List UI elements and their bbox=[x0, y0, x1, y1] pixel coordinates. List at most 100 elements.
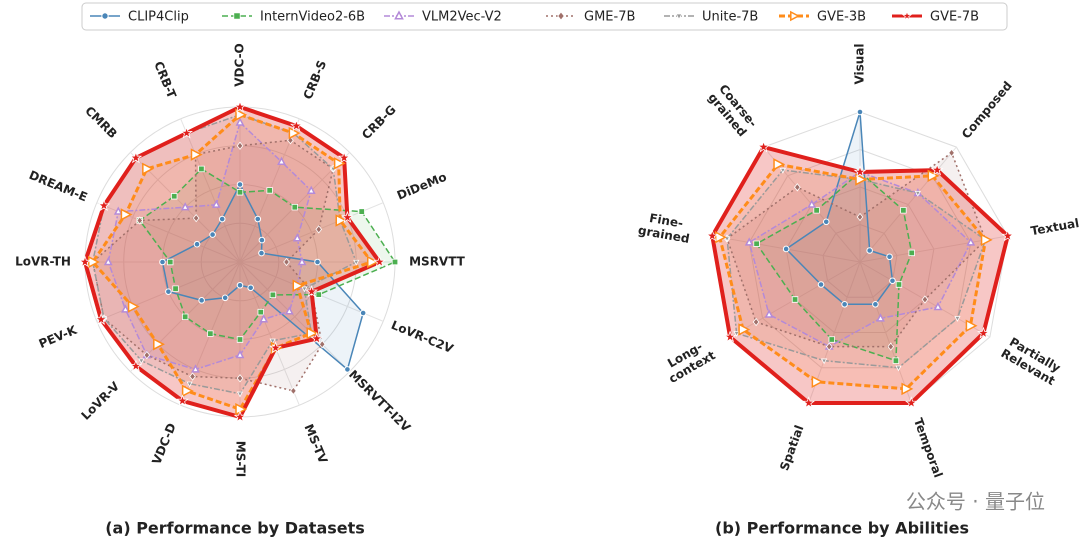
marker bbox=[120, 208, 133, 221]
legend-label: VLM2Vec-V2 bbox=[422, 10, 502, 25]
marker bbox=[791, 296, 799, 303]
marker bbox=[914, 190, 921, 197]
category-label: Temporal bbox=[911, 416, 945, 479]
marker bbox=[257, 308, 264, 316]
series-area bbox=[786, 112, 893, 305]
category-label: Coarse-grained bbox=[706, 81, 761, 139]
marker bbox=[977, 326, 990, 339]
series-layer bbox=[83, 105, 396, 419]
category-label: DREAM-E bbox=[27, 168, 89, 205]
marker bbox=[904, 396, 918, 409]
marker bbox=[94, 312, 108, 325]
series-line bbox=[91, 113, 374, 411]
category-label: LoVR-V bbox=[78, 379, 122, 423]
marker bbox=[333, 157, 346, 170]
marker bbox=[191, 364, 200, 373]
marker bbox=[301, 286, 308, 293]
marker bbox=[856, 108, 864, 116]
legend-label: Unite-7B bbox=[702, 10, 758, 25]
marker bbox=[306, 326, 319, 340]
series-layer bbox=[710, 111, 1010, 405]
marker bbox=[235, 349, 245, 359]
series-area bbox=[727, 170, 986, 368]
chart-title: (a) Performance by Datasets bbox=[105, 519, 365, 538]
marker bbox=[198, 165, 205, 173]
series-line bbox=[755, 171, 913, 362]
marker bbox=[233, 100, 247, 113]
marker bbox=[841, 300, 848, 308]
marker bbox=[752, 317, 760, 327]
marker bbox=[367, 255, 379, 269]
marker bbox=[790, 10, 801, 22]
marker bbox=[927, 169, 940, 183]
marker bbox=[88, 255, 100, 269]
series-area bbox=[749, 172, 971, 347]
marker bbox=[153, 337, 165, 351]
marker bbox=[391, 258, 399, 266]
marker bbox=[121, 304, 130, 313]
marker bbox=[288, 126, 301, 140]
marker bbox=[310, 332, 324, 345]
marker bbox=[557, 11, 565, 21]
marker bbox=[233, 410, 247, 423]
legend-label: GVE-7B bbox=[930, 10, 979, 25]
marker bbox=[921, 295, 929, 304]
marker bbox=[247, 284, 254, 292]
category-label: Spatial bbox=[777, 423, 806, 472]
marker bbox=[176, 394, 189, 407]
marker bbox=[901, 382, 914, 396]
marker bbox=[337, 151, 351, 164]
marker bbox=[165, 288, 172, 295]
marker bbox=[817, 281, 825, 288]
marker bbox=[101, 12, 109, 20]
marker bbox=[277, 156, 286, 165]
marker bbox=[822, 218, 830, 226]
marker bbox=[292, 279, 305, 292]
marker bbox=[236, 281, 244, 289]
marker bbox=[856, 212, 864, 222]
marker bbox=[289, 119, 303, 132]
category-label: LoVR-C2V bbox=[389, 318, 456, 356]
marker bbox=[127, 300, 140, 313]
marker bbox=[887, 342, 895, 351]
category-label: Fine-grained bbox=[637, 209, 693, 246]
marker bbox=[820, 358, 828, 365]
marker bbox=[908, 249, 915, 257]
marker bbox=[305, 284, 318, 298]
marker bbox=[186, 381, 193, 388]
marker bbox=[723, 330, 737, 343]
series-line bbox=[726, 169, 987, 369]
marker bbox=[764, 309, 774, 318]
series-area bbox=[92, 140, 334, 391]
category-label: CMRB bbox=[82, 104, 120, 142]
marker bbox=[167, 258, 174, 266]
marker bbox=[269, 291, 277, 299]
series-line bbox=[748, 171, 972, 348]
grid-spoke bbox=[239, 261, 350, 372]
marker bbox=[315, 291, 322, 298]
marker bbox=[292, 233, 302, 242]
marker bbox=[892, 357, 900, 364]
marker bbox=[180, 202, 190, 211]
marker bbox=[209, 231, 216, 238]
marker bbox=[980, 233, 993, 247]
series-line bbox=[92, 139, 334, 392]
marker bbox=[948, 148, 955, 157]
grid-spoke bbox=[859, 261, 912, 404]
category-label: CRB-S bbox=[301, 58, 330, 101]
marker bbox=[876, 313, 885, 322]
marker bbox=[315, 225, 323, 234]
marker bbox=[773, 158, 786, 171]
marker bbox=[136, 216, 144, 225]
marker bbox=[933, 301, 943, 311]
marker bbox=[353, 259, 360, 266]
marker bbox=[872, 300, 879, 308]
marker bbox=[236, 374, 244, 383]
marker bbox=[142, 162, 154, 176]
marker bbox=[306, 185, 316, 194]
grid-ring bbox=[822, 223, 898, 298]
marker bbox=[782, 245, 790, 253]
marker bbox=[236, 141, 244, 150]
marker bbox=[314, 258, 321, 266]
marker bbox=[373, 255, 386, 268]
